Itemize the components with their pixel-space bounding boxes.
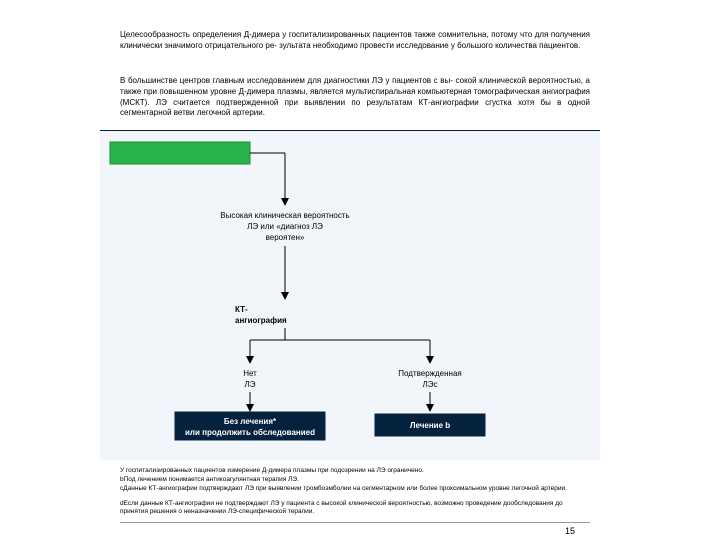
body-paragraph-2: В большинстве центров главным исследован… — [120, 76, 590, 119]
page-divider — [120, 522, 590, 523]
node-high-prob-line1: Высокая клиническая вероятность — [220, 211, 349, 220]
flow-background — [100, 130, 600, 460]
footnote-2: bПод лечением понимается антикоагулянтна… — [120, 476, 590, 484]
node-no-pe-line2: ЛЭ — [245, 380, 256, 389]
node-yes-pe-line1: Подтвержденная — [398, 369, 462, 378]
node-no-treatment-line2: или продолжить обследованиеd — [185, 428, 315, 437]
node-ct-line1: КТ- — [235, 305, 248, 314]
node-high-prob-line3: вероятен» — [266, 233, 305, 242]
node-yes-pe-line2: ЛЭc — [423, 380, 438, 389]
footnote-3: cДанные КТ-ангиографии подтверждают ЛЭ п… — [120, 485, 590, 493]
page-number: 15 — [565, 526, 575, 536]
flowchart: Высокая клиническая вероятность ЛЭ или «… — [100, 130, 600, 460]
node-no-pe-line1: Нет — [243, 369, 257, 378]
node-high-prob-line2: ЛЭ или «диагноз ЛЭ — [247, 222, 323, 231]
footnote-1: У госпитализированных пациентов измерени… — [120, 467, 590, 475]
node-start — [110, 142, 250, 164]
body-paragraph-1: Целесообразность определения Д-димера у … — [120, 30, 590, 52]
footnote-4: dЕсли данные КТ-ангиографии не подтвержд… — [120, 500, 590, 516]
node-no-treatment-line1: Без лечения* — [224, 417, 277, 426]
node-treatment-line1: Лечение b — [410, 421, 450, 430]
node-ct-line2: ангиография — [235, 316, 287, 325]
